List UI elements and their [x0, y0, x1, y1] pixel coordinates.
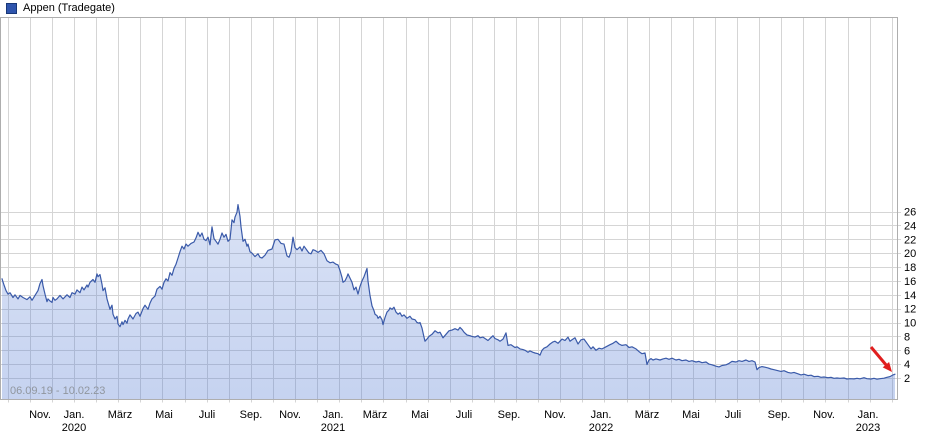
- y-tick-label: 8: [904, 331, 910, 343]
- y-tick-label: 2: [904, 373, 910, 385]
- x-tick-label: Nov.: [544, 409, 566, 421]
- price-line: [1, 204, 896, 380]
- legend: Appen (Tradegate): [6, 3, 115, 14]
- price-area-fill: [2, 204, 895, 399]
- y-tick-label: 16: [904, 276, 916, 288]
- x-tick-label: März: [108, 409, 132, 421]
- x-tick-label: Juli: [199, 409, 216, 421]
- x-tick-label: März: [635, 409, 659, 421]
- x-tick-label: Jan.: [64, 409, 85, 421]
- y-tick-label: 24: [904, 220, 916, 232]
- y-tick-label: 12: [904, 304, 916, 316]
- x-tick-label: Sep.: [498, 409, 521, 421]
- y-tick-label: 14: [904, 290, 916, 302]
- x-tick-label: Juli: [456, 409, 473, 421]
- x-tick-year-label: 2023: [856, 422, 880, 434]
- x-tick-label: Mai: [155, 409, 173, 421]
- y-tick-label: 20: [904, 248, 916, 260]
- x-tick-label: Juli: [725, 409, 742, 421]
- legend-label: Appen (Tradegate): [23, 2, 115, 14]
- series-marker-icon: [6, 3, 17, 14]
- x-tick-label: Jan.: [323, 409, 344, 421]
- x-tick-year-label: 2020: [62, 422, 86, 434]
- x-tick-year-label: 2022: [589, 422, 613, 434]
- x-tick-label: Jan.: [858, 409, 879, 421]
- date-range-watermark: 06.09.19 - 10.02.23: [10, 385, 106, 397]
- y-tick-label: 10: [904, 318, 916, 330]
- x-tick-label: Mai: [682, 409, 700, 421]
- y-tick-label: 6: [904, 345, 910, 357]
- x-tick-label: Mai: [411, 409, 429, 421]
- x-tick-label: Sep.: [768, 409, 791, 421]
- x-tick-year-label: 2021: [321, 422, 345, 434]
- x-tick-label: Nov.: [279, 409, 301, 421]
- x-tick-label: Sep.: [240, 409, 263, 421]
- y-tick-label: 18: [904, 262, 916, 274]
- plot-frame: [0, 17, 898, 400]
- trend-arrow-icon: [869, 346, 892, 372]
- x-tick-label: Jan.: [591, 409, 612, 421]
- y-tick-label: 4: [904, 359, 910, 371]
- x-tick-label: Nov.: [29, 409, 51, 421]
- x-tick-label: Nov.: [813, 409, 835, 421]
- x-tick-label: März: [363, 409, 387, 421]
- y-tick-label: 26: [904, 207, 916, 219]
- y-tick-label: 22: [904, 234, 916, 246]
